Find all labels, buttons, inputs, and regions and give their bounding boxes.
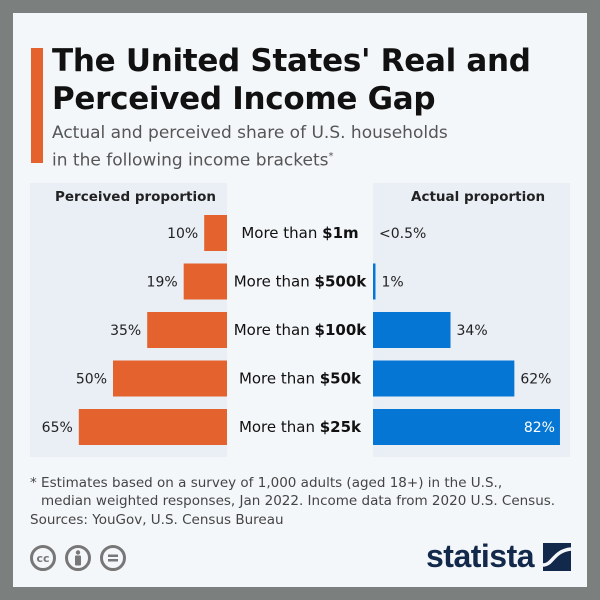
by-icon[interactable] <box>65 545 91 571</box>
actual-value-label: 1% <box>382 275 404 291</box>
page-title: The United States' Real and Perceived In… <box>52 42 531 118</box>
title-line-1: The United States' Real and <box>52 43 531 79</box>
title-accent-bar <box>31 48 43 163</box>
actual-bar <box>373 360 515 397</box>
statista-logo-mark-icon <box>543 543 571 571</box>
sources: Sources: YouGov, U.S. Census Bureau <box>30 512 284 528</box>
footnote-line-2: median weighted responses, Jan 2022. Inc… <box>41 493 556 509</box>
actual-value-label: <0.5% <box>379 226 426 242</box>
perceived-bar <box>78 409 227 445</box>
actual-value-label: 82% <box>524 420 555 436</box>
statista-logo[interactable]: statista <box>426 538 535 574</box>
subtitle: Actual and perceived share of U.S. house… <box>52 122 448 173</box>
category-label: More than $100k <box>234 321 368 339</box>
actual-bar <box>373 409 560 445</box>
actual-bar <box>373 312 451 348</box>
perceived-value-label: 19% <box>147 275 178 291</box>
category-label: More than $500k <box>234 273 368 291</box>
subtitle-line-2: in the following income brackets <box>52 150 329 171</box>
subtitle-line-1: Actual and perceived share of U.S. house… <box>52 123 448 143</box>
perceived-bar <box>147 312 227 348</box>
perceived-bar <box>183 263 227 300</box>
actual-header: Actual proportion <box>411 189 546 205</box>
perceived-value-label: 35% <box>110 323 141 339</box>
perceived-value-label: 65% <box>42 420 73 436</box>
footnote-line-1: * Estimates based on a survey of 1,000 a… <box>30 475 503 491</box>
perceived-bar <box>204 215 227 251</box>
cc-icon[interactable]: cc <box>30 545 56 571</box>
perceived-header: Perceived proportion <box>55 189 216 205</box>
actual-value-label: 34% <box>457 323 488 339</box>
perceived-value-label: 10% <box>167 226 198 242</box>
footnote: * Estimates based on a survey of 1,000 a… <box>30 474 555 510</box>
category-label: More than $25k <box>239 418 362 436</box>
actual-value-label: 62% <box>520 372 551 388</box>
perceived-value-label: 50% <box>76 372 107 388</box>
category-label: More than $50k <box>239 370 362 388</box>
title-line-2: Perceived Income Gap <box>52 81 436 117</box>
footnote-mark: * <box>328 151 334 162</box>
perceived-bar <box>113 360 227 397</box>
actual-bar <box>373 263 376 300</box>
category-label: More than $1m <box>241 224 358 242</box>
nd-icon[interactable] <box>100 545 126 571</box>
